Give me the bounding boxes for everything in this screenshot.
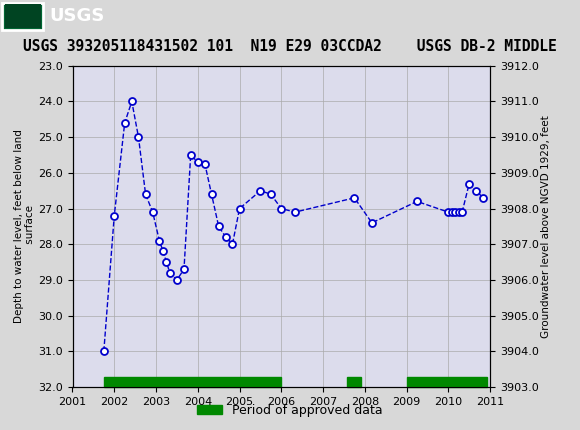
Text: USGS 393205118431502 101  N19 E29 03CCDA2    USGS DB-2 MIDDLE: USGS 393205118431502 101 N19 E29 03CCDA2… <box>23 40 557 54</box>
Legend: Period of approved data: Period of approved data <box>192 399 388 422</box>
Text: USGS: USGS <box>49 7 104 25</box>
FancyBboxPatch shape <box>5 4 41 28</box>
Y-axis label: Depth to water level, feet below land
 surface: Depth to water level, feet below land su… <box>13 129 35 323</box>
Bar <box>104 377 281 387</box>
Bar <box>347 377 361 387</box>
Bar <box>407 377 487 387</box>
Y-axis label: Groundwater level above NGVD 1929, feet: Groundwater level above NGVD 1929, feet <box>542 115 552 338</box>
FancyBboxPatch shape <box>2 3 43 30</box>
